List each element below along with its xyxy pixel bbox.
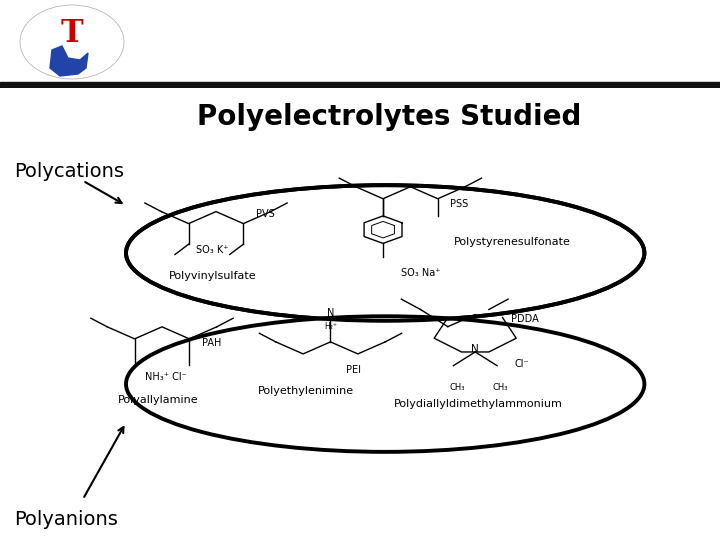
Text: Polyvinylsulfate: Polyvinylsulfate bbox=[168, 271, 256, 281]
Text: H₂⁺: H₂⁺ bbox=[324, 322, 337, 332]
Text: College of Engineering & Science: College of Engineering & Science bbox=[138, 51, 334, 64]
Text: PAH: PAH bbox=[202, 339, 221, 348]
Text: PDDA: PDDA bbox=[511, 314, 539, 323]
Text: PVS: PVS bbox=[256, 208, 274, 219]
Text: Polyelectrolytes Studied: Polyelectrolytes Studied bbox=[197, 103, 581, 131]
Text: PSS: PSS bbox=[450, 199, 468, 209]
Text: CH₃: CH₃ bbox=[492, 383, 508, 392]
Text: Polyallylamine: Polyallylamine bbox=[118, 395, 199, 405]
Text: Polystyrenesulfonate: Polystyrenesulfonate bbox=[454, 237, 570, 247]
Text: N: N bbox=[472, 343, 479, 354]
Text: NH₃⁺ Cl⁻: NH₃⁺ Cl⁻ bbox=[145, 372, 186, 382]
Text: N: N bbox=[327, 308, 334, 318]
Ellipse shape bbox=[18, 3, 126, 81]
Polygon shape bbox=[50, 46, 88, 76]
Text: Polyethylenimine: Polyethylenimine bbox=[258, 386, 354, 396]
Text: SO₃ K⁺: SO₃ K⁺ bbox=[196, 245, 229, 255]
Text: SO₃ Na⁺: SO₃ Na⁺ bbox=[402, 268, 441, 278]
Text: Louisiana Tech University: Louisiana Tech University bbox=[138, 20, 438, 40]
Text: CH₃: CH₃ bbox=[449, 383, 465, 392]
Text: Cl⁻: Cl⁻ bbox=[515, 359, 529, 369]
Ellipse shape bbox=[126, 185, 644, 321]
Text: T: T bbox=[60, 18, 84, 50]
Text: Polycations: Polycations bbox=[14, 162, 125, 181]
Text: Polydiallyldimethylammonium: Polydiallyldimethylammonium bbox=[395, 400, 563, 409]
Bar bbox=[0, 82, 720, 88]
Text: Polyanions: Polyanions bbox=[14, 510, 118, 529]
Ellipse shape bbox=[126, 316, 644, 452]
Text: PEI: PEI bbox=[346, 364, 361, 375]
